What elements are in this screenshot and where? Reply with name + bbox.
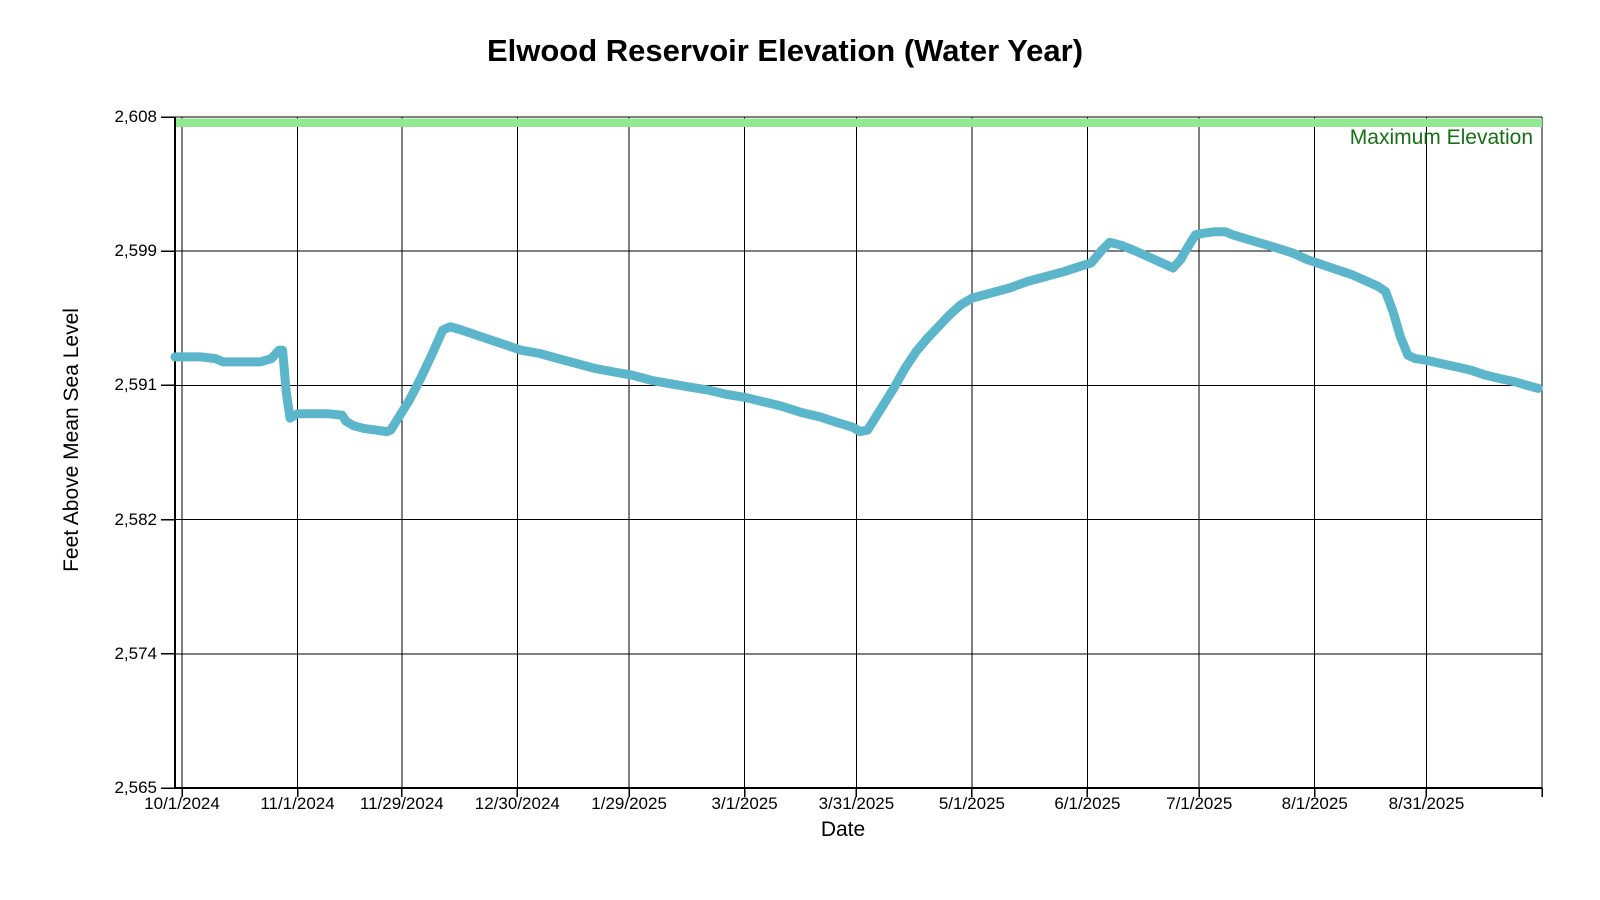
max-elevation-label: Maximum Elevation	[1349, 126, 1533, 149]
y-tick-label: 2,574	[114, 643, 157, 663]
x-tick-label: 5/1/2025	[938, 794, 1005, 813]
x-tick-label: 8/1/2025	[1281, 794, 1348, 813]
y-tick-label: 2,608	[114, 107, 157, 126]
x-tick-label: 7/1/2025	[1166, 794, 1233, 813]
y-axis-title: Feet Above Mean Sea Level	[60, 308, 83, 572]
x-tick-label: 11/29/2024	[359, 794, 444, 813]
chart-title: Elwood Reservoir Elevation (Water Year)	[486, 33, 1084, 68]
x-tick-label: 3/1/2025	[711, 794, 778, 813]
x-tick-label: 6/1/2025	[1054, 794, 1121, 813]
y-tick-label: 2,591	[114, 375, 157, 395]
y-tick-label: 2,565	[114, 778, 157, 797]
x-axis-title: Date	[820, 818, 866, 841]
elevation-line	[170, 227, 1543, 437]
x-tick-label: 12/30/2024	[474, 794, 560, 813]
y-tick-label: 2,582	[114, 509, 157, 529]
x-tick-label: 8/31/2025	[1388, 794, 1465, 813]
x-tick-label: 10/1/2024	[144, 794, 220, 813]
y-tick-label: 2,599	[114, 241, 157, 261]
x-tick-label: 3/31/2025	[818, 794, 895, 813]
x-tick-label: 1/29/2025	[591, 794, 667, 813]
x-tick-label: 11/1/2024	[260, 794, 335, 813]
max-elevation-band	[176, 118, 1542, 127]
